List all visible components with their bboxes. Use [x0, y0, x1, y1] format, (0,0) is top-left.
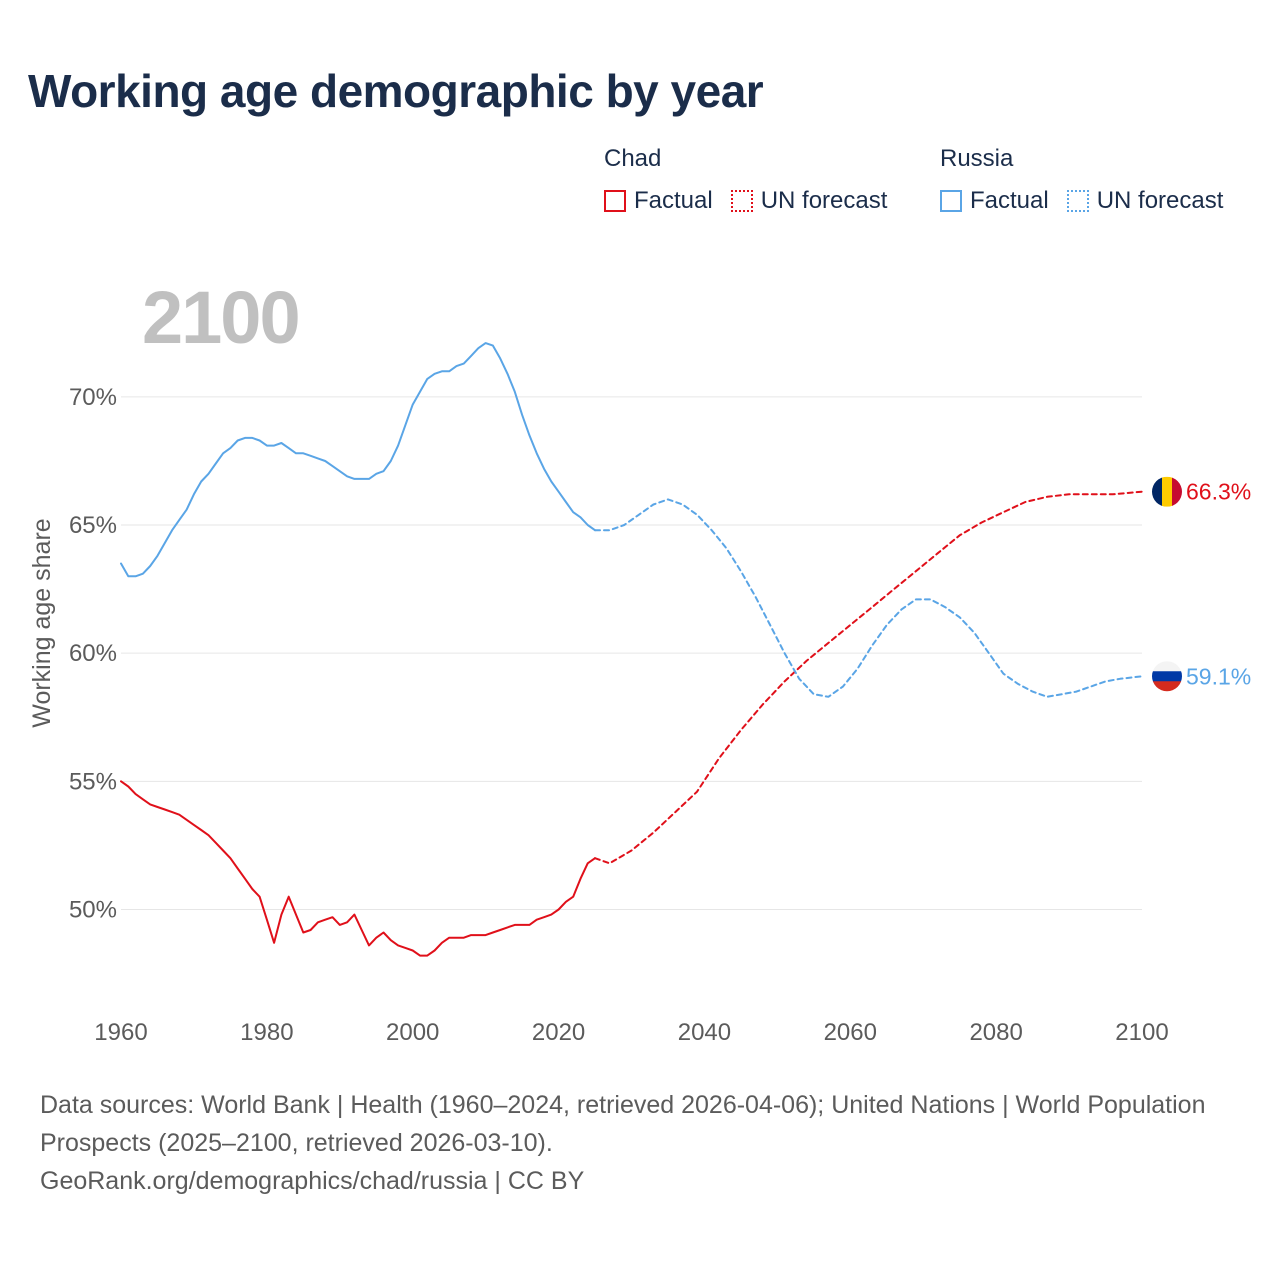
series-line-russia-forecast[interactable]: [594, 498, 1143, 698]
legend-group-title: Russia: [940, 145, 1014, 172]
x-tick-label: 2020: [532, 1019, 585, 1046]
legend-group-russia: Russia Factual UN forecast: [940, 145, 1223, 215]
series-lines: [120, 342, 1143, 957]
legend-item-russia-factual[interactable]: Factual: [940, 187, 1049, 215]
footer: Data sources: World Bank | Health (1960–…: [40, 1086, 1220, 1200]
legend-label: UN forecast: [760, 187, 888, 214]
legend-label: Factual: [634, 187, 713, 214]
legend-item-chad-forecast[interactable]: UN forecast: [730, 187, 888, 215]
end-labels: 66.3% 59.1%: [1152, 476, 1251, 692]
series-line-russia-factual[interactable]: [120, 342, 596, 578]
credit-link[interactable]: GeoRank.org/demographics/chad/russia | C…: [40, 1167, 585, 1195]
y-tick-label: 55%: [69, 768, 117, 795]
x-tick-label: 2080: [969, 1019, 1022, 1046]
legend-item-russia-forecast[interactable]: UN forecast: [1066, 187, 1224, 215]
legend-swatch-dotted: [730, 190, 753, 212]
legend-group-title: Chad: [604, 145, 662, 172]
y-tick-label: 65%: [69, 512, 117, 539]
series-line-chad-factual[interactable]: [120, 780, 596, 957]
end-label-russia: 59.1%: [1186, 663, 1251, 689]
chart-title: Working age demographic by year: [28, 65, 764, 117]
x-tick-label: 2040: [678, 1019, 731, 1046]
data-sources: Data sources: World Bank | Health (1960–…: [40, 1091, 1206, 1157]
x-tick-label: 1960: [94, 1019, 147, 1046]
axis-ticks: 50% 55% 60% 65% 70% 1960 1980 2000 2020 2040 2060 2…: [69, 384, 1169, 1046]
y-axis-label: Working age share: [28, 518, 56, 727]
x-tick-label: 2100: [1115, 1019, 1168, 1046]
x-tick-label: 1980: [240, 1019, 293, 1046]
year-watermark: 2100: [142, 276, 299, 359]
legend-item-chad-factual[interactable]: Factual: [604, 187, 713, 215]
y-tick-label: 50%: [69, 896, 117, 923]
y-tick-label: 70%: [69, 384, 117, 411]
legend-swatch-dotted: [1066, 190, 1089, 212]
gridlines: [121, 396, 1142, 910]
chad-flag-icon: [1152, 476, 1182, 507]
x-tick-label: 2000: [386, 1019, 439, 1046]
x-tick-label: 2060: [824, 1019, 877, 1046]
end-label-chad: 66.3%: [1186, 479, 1251, 505]
russia-flag-icon: [1152, 661, 1182, 692]
legend-group-chad: Chad Factual UN forecast: [604, 145, 887, 215]
line-chart: 2100 Working age share 50% 55% 60% 65% 70% 19…: [28, 276, 1251, 1046]
series-line-chad-forecast[interactable]: [594, 490, 1143, 865]
y-tick-label: 60%: [69, 640, 117, 667]
legend-swatch-solid: [940, 190, 962, 212]
legend-label: Factual: [970, 187, 1049, 214]
legend-label: UN forecast: [1096, 187, 1224, 214]
legend-swatch-solid: [604, 190, 626, 212]
